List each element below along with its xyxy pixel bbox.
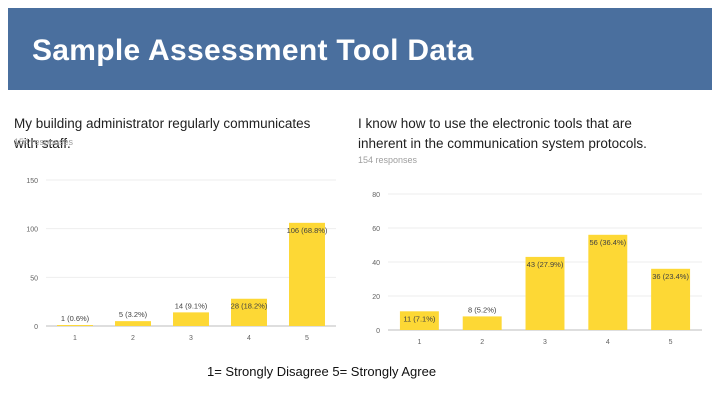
chart-2-data-label: 43 (27.9%) — [527, 260, 564, 269]
y-tick-label: 50 — [30, 275, 38, 282]
x-tick-label: 5 — [305, 335, 309, 342]
chart-2-bar-4 — [588, 234, 628, 330]
y-tick-label: 60 — [372, 226, 380, 233]
chart-1-plot: 0 50 100 150 1 (0.6%) 1 5 (3.2%) 2 14 (9.1%) 3 28 … — [26, 178, 336, 342]
x-tick-label: 1 — [417, 339, 421, 346]
y-tick-label: 100 — [26, 227, 38, 234]
y-tick-label: 40 — [372, 260, 380, 267]
y-tick-label: 150 — [26, 178, 38, 185]
x-tick-label: 2 — [480, 339, 484, 346]
chart-2-bar-3 — [525, 256, 565, 330]
chart-2-data-label: 56 (36.4%) — [589, 238, 626, 247]
chart-1-bar-5 — [289, 222, 325, 326]
chart-1-data-label: 14 (9.1%) — [175, 301, 208, 310]
y-tick-label: 20 — [372, 294, 380, 301]
slide-title: Sample Assessment Tool Data — [32, 34, 474, 67]
scale-legend-note: 1= Strongly Disagree 5= Strongly Agree — [207, 364, 437, 379]
chart-panel-1: My building administrator regularly comm… — [8, 108, 340, 350]
slide-header: Sample Assessment Tool Data — [8, 8, 712, 90]
chart-1-bar-4 — [231, 298, 267, 326]
chart-1-bar-3 — [173, 312, 209, 326]
x-tick-label: 1 — [73, 335, 77, 342]
chart-1-data-label: 106 (68.8%) — [287, 226, 328, 235]
chart-2-data-label: 11 (7.1%) — [403, 314, 435, 323]
chart-1-title: My building administrator regularly comm… — [14, 116, 311, 151]
chart-2-bar-5 — [651, 268, 691, 330]
x-tick-label: 3 — [543, 339, 547, 346]
x-tick-label: 2 — [131, 335, 135, 342]
chart-2-bar-2 — [462, 316, 502, 330]
x-tick-label: 3 — [189, 335, 193, 342]
chart-1-bar-1 — [57, 325, 93, 326]
chart-panel-2: I know how to use the electronic tools t… — [348, 108, 712, 350]
x-tick-label: 5 — [669, 339, 673, 346]
chart-2-subtitle: 154 responses — [358, 155, 418, 165]
chart-1-subtitle: 154 responses — [14, 137, 74, 147]
chart-2-plot: 0 20 40 60 80 11 (7.1%) 1 8 (5.2%) 2 43 (27.9%) 3 5… — [372, 192, 702, 346]
chart-2-bar-1 — [399, 311, 439, 330]
chart-1-data-label: 28 (18.2%) — [231, 302, 268, 311]
chart-1-data-label: 5 (3.2%) — [119, 310, 148, 319]
x-tick-label: 4 — [606, 339, 610, 346]
chart-2-data-label: 8 (5.2%) — [468, 305, 497, 314]
y-tick-label: 0 — [376, 328, 380, 335]
y-tick-label: 0 — [34, 324, 38, 331]
chart-2-title: I know how to use the electronic tools t… — [358, 116, 647, 151]
chart-2-data-label: 36 (23.4%) — [652, 272, 689, 281]
chart-1-data-label: 1 (0.6%) — [61, 314, 90, 323]
chart-1-bar-2 — [115, 321, 151, 326]
y-tick-label: 80 — [372, 192, 380, 199]
x-tick-label: 4 — [247, 335, 251, 342]
